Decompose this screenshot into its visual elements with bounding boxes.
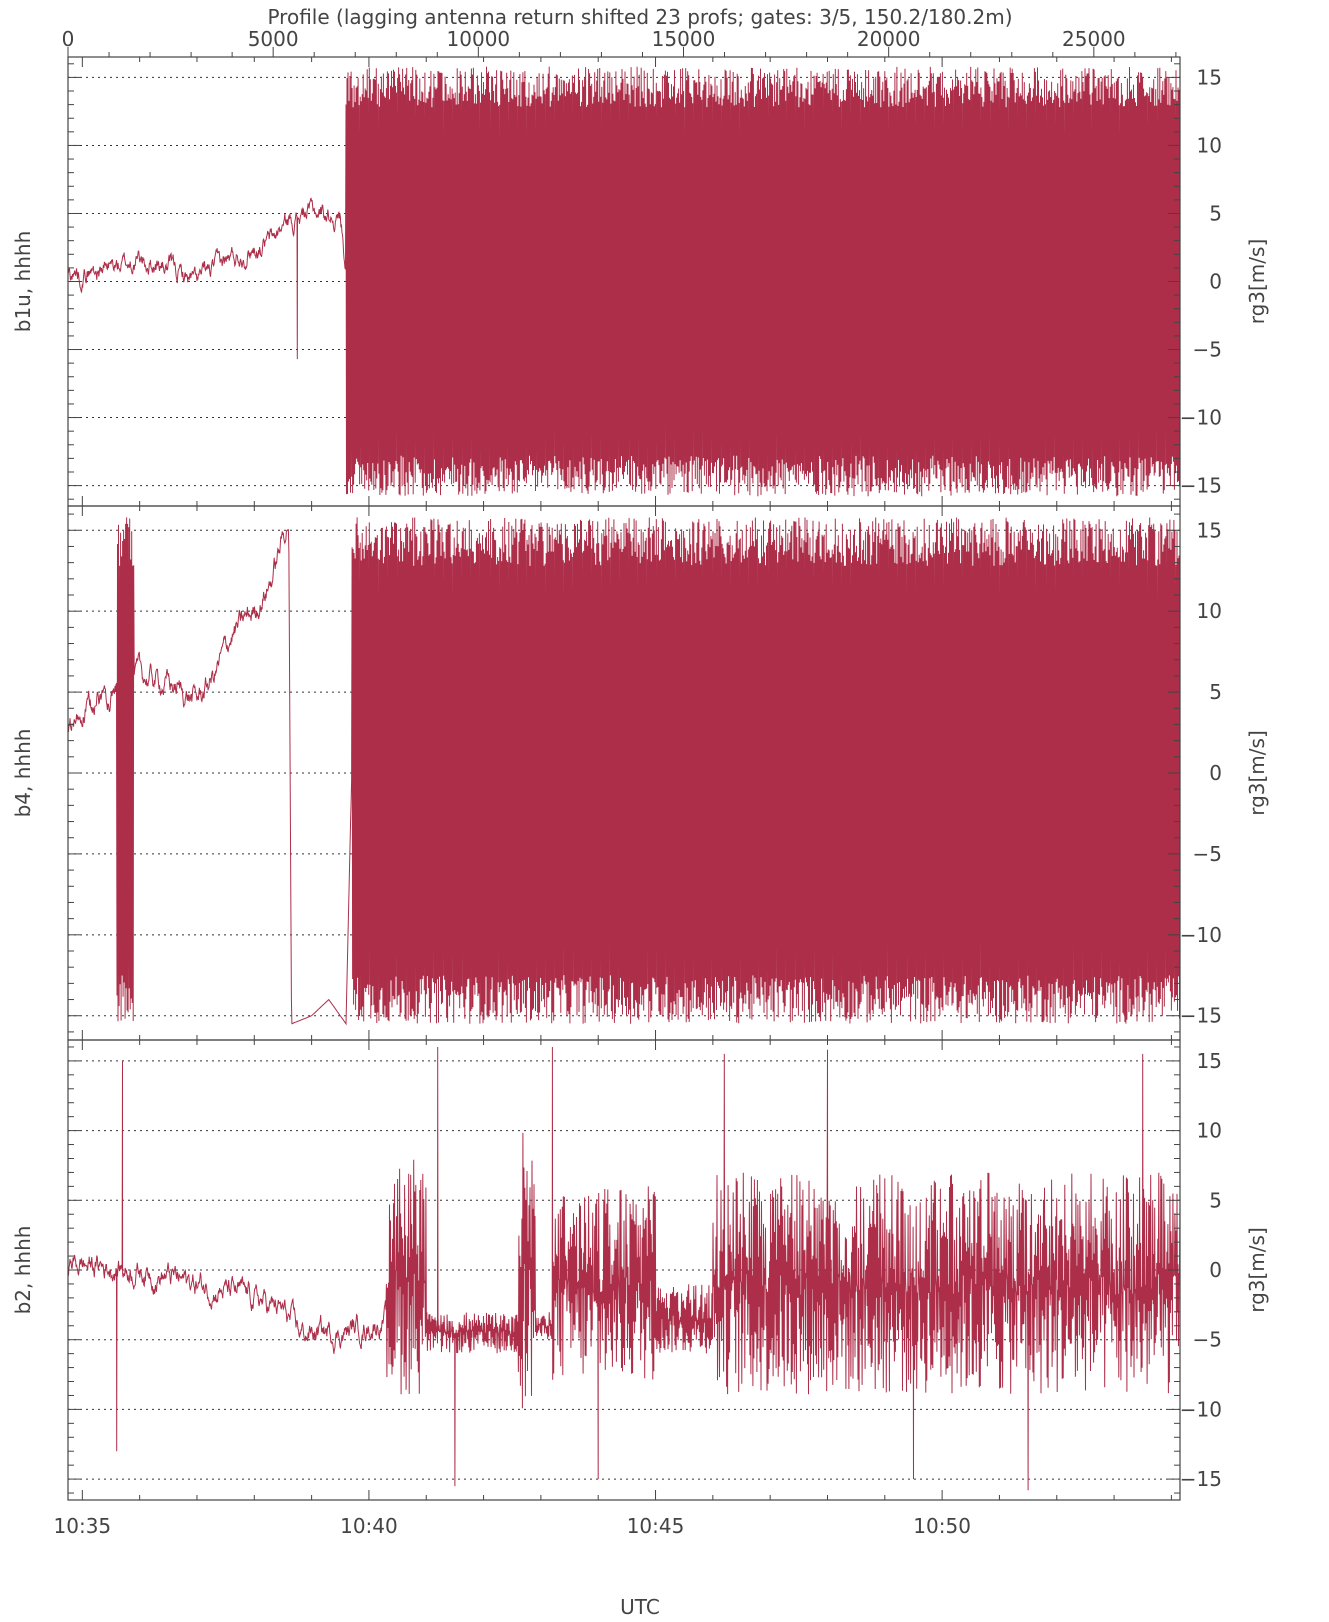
series-line [68, 517, 1180, 1026]
panel-right-label: rg3[m/s] [1245, 239, 1269, 325]
y-tick-label: −5 [1193, 1328, 1222, 1352]
series-line [68, 66, 1180, 497]
y-tick-label: 10 [1197, 1119, 1222, 1143]
y-tick-label: 5 [1209, 1188, 1222, 1212]
panel-right-label: rg3[m/s] [1245, 730, 1269, 816]
y-tick-label: −15 [1180, 1467, 1222, 1491]
panel-1: 15 10 5 0 −5 −10 −15 b1u, hhhh rg3[m/s] [11, 56, 1269, 507]
top-tick-label: 15000 [652, 27, 716, 51]
top-tick-label: 5000 [248, 27, 299, 51]
series-line [68, 1046, 1180, 1491]
y-tick-label: −5 [1193, 338, 1222, 362]
x-tick-label: 10:40 [340, 1514, 398, 1538]
y-tick-label: −15 [1180, 474, 1222, 498]
x-tick-label: 10:45 [627, 1514, 685, 1538]
panel-3: 15 10 5 0 −5 −10 −15 b2, hhhh rg3[m/s] [11, 1039, 1269, 1501]
top-tick-label: 25000 [1062, 27, 1126, 51]
y-tick-label: 5 [1209, 201, 1222, 225]
x-tick-label: 10:50 [913, 1514, 971, 1538]
y-tick-label: 5 [1209, 680, 1222, 704]
top-tick-label: 20000 [857, 27, 921, 51]
chart-title: Profile (lagging antenna return shifted … [267, 5, 1012, 29]
y-tick-label: −10 [1180, 1397, 1222, 1421]
y-tick-label: 10 [1197, 133, 1222, 157]
panel-left-label: b4, hhhh [11, 729, 35, 818]
y-tick-label: 0 [1209, 270, 1222, 294]
y-tick-label: −5 [1193, 842, 1222, 866]
panel-left-label: b1u, hhhh [11, 231, 35, 333]
y-tick-label: −15 [1180, 1004, 1222, 1028]
top-tick-label: 0 [62, 27, 75, 51]
y-tick-label: 15 [1197, 518, 1222, 542]
panel-right-label: rg3[m/s] [1245, 1227, 1269, 1313]
y-tick-label: 0 [1209, 761, 1222, 785]
x-tick-label: 10:35 [54, 1514, 112, 1538]
y-tick-label: −10 [1180, 923, 1222, 947]
x-axis-label: UTC [620, 1595, 660, 1619]
panels: 15 10 5 0 −5 −10 −15 b1u, hhhh rg3[m/s] 15 10 5 0 −5 −… [11, 27, 1269, 1538]
y-tick-label: 15 [1197, 1049, 1222, 1073]
y-tick-label: −10 [1180, 406, 1222, 430]
y-tick-label: 15 [1197, 65, 1222, 89]
panel-left-label: b2, hhhh [11, 1226, 35, 1315]
y-tick-label: 0 [1209, 1258, 1222, 1282]
y-tick-label: 10 [1197, 599, 1222, 623]
top-tick-label: 10000 [447, 27, 511, 51]
panel-2: 15 10 5 0 −5 −10 −15 b4, hhhh rg3[m/s] [11, 505, 1269, 1041]
